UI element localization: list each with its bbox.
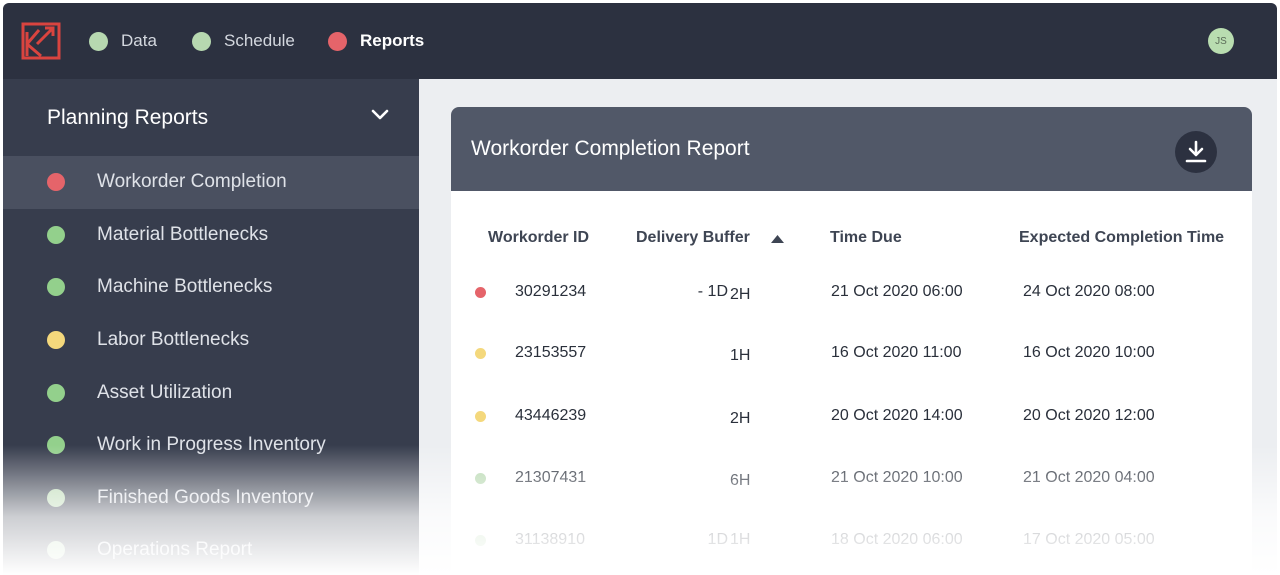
sidebar-item-label: Operations Report bbox=[97, 539, 253, 561]
cell-expected-completion: 21 Oct 2020 04:00 bbox=[1023, 469, 1155, 486]
download-icon bbox=[1185, 140, 1207, 163]
table-row[interactable]: 21307431 6H 21 Oct 2020 10:00 21 Oct 202… bbox=[451, 459, 1252, 499]
cell-expected-completion: 24 Oct 2020 08:00 bbox=[1023, 283, 1155, 300]
sidebar-item-label: Work in Progress Inventory bbox=[97, 434, 326, 456]
sort-ascending-icon[interactable] bbox=[771, 235, 784, 243]
column-header-delivery-buffer[interactable]: Delivery Buffer bbox=[636, 229, 750, 246]
sidebar-item-labor-bottlenecks[interactable]: Labor Bottlenecks bbox=[3, 314, 419, 367]
download-button[interactable] bbox=[1175, 131, 1217, 173]
cell-buffer-hours: 2H bbox=[730, 286, 751, 303]
sidebar-item-asset-utilization[interactable]: Asset Utilization bbox=[3, 366, 419, 419]
report-card: Workorder Completion Report Workorder ID… bbox=[451, 107, 1252, 575]
cell-buffer-hours: 1H bbox=[730, 531, 751, 548]
table-row[interactable]: 43446239 2H 20 Oct 2020 14:00 20 Oct 202… bbox=[451, 397, 1252, 437]
cell-expected-completion: 17 Oct 2020 05:00 bbox=[1023, 531, 1155, 548]
cell-time-due: 16 Oct 2020 11:00 bbox=[831, 344, 962, 361]
sidebar-item-label: Labor Bottlenecks bbox=[97, 329, 250, 351]
cell-expected-completion: 16 Oct 2020 10:00 bbox=[1023, 344, 1155, 361]
sidebar-item-label: Material Bottlenecks bbox=[97, 223, 269, 245]
cell-time-due: 20 Oct 2020 14:00 bbox=[831, 407, 963, 424]
nav-item-label: Reports bbox=[360, 31, 425, 50]
sidebar-item-label: Machine Bottlenecks bbox=[97, 276, 273, 298]
cell-time-due: 21 Oct 2020 10:00 bbox=[831, 469, 963, 486]
cell-buffer-hours: 1H bbox=[730, 347, 751, 364]
table-row[interactable]: 23153557 1H 16 Oct 2020 11:00 16 Oct 202… bbox=[451, 334, 1252, 374]
sidebar-item-material-bottlenecks[interactable]: Material Bottlenecks bbox=[3, 209, 419, 262]
cell-buffer-hours: 6H bbox=[730, 472, 751, 489]
status-dot bbox=[47, 278, 65, 297]
status-dot bbox=[47, 383, 65, 402]
sidebar: Planning Reports Workorder Completion Ma… bbox=[3, 79, 419, 575]
user-avatar[interactable]: JS bbox=[1208, 28, 1234, 54]
status-dot bbox=[47, 436, 65, 455]
report-title: Workorder Completion Report bbox=[471, 137, 750, 160]
cell-buffer-days: 1D bbox=[707, 531, 728, 548]
sidebar-section-title: Planning Reports bbox=[47, 105, 209, 129]
sidebar-section-header[interactable]: Planning Reports bbox=[3, 79, 419, 156]
app-window: Data Schedule Reports JS Planning Report… bbox=[3, 3, 1277, 575]
sidebar-item-machine-bottlenecks[interactable]: Machine Bottlenecks bbox=[3, 261, 419, 314]
status-dot bbox=[47, 173, 65, 192]
sidebar-item-operations-report[interactable]: Operations Report bbox=[3, 524, 419, 575]
nav-item-label: Data bbox=[121, 31, 157, 50]
nav-data-status-dot bbox=[89, 31, 108, 51]
sidebar-item-label: Finished Goods Inventory bbox=[97, 486, 314, 508]
sidebar-item-workorder-completion[interactable]: Workorder Completion bbox=[3, 156, 419, 209]
status-dot bbox=[47, 225, 65, 244]
row-status-dot bbox=[475, 287, 486, 298]
cell-time-due: 21 Oct 2020 06:00 bbox=[831, 283, 963, 300]
nav-item-label: Schedule bbox=[224, 31, 295, 50]
cell-buffer-days: - 1D bbox=[697, 283, 728, 300]
status-dot bbox=[47, 331, 65, 350]
nav-item-reports[interactable]: Reports bbox=[328, 3, 424, 79]
top-navbar: Data Schedule Reports JS bbox=[3, 3, 1277, 79]
cell-time-due: 18 Oct 2020 06:00 bbox=[831, 531, 963, 548]
nav-item-schedule[interactable]: Schedule bbox=[192, 3, 295, 79]
sidebar-item-finished-goods-inventory[interactable]: Finished Goods Inventory bbox=[3, 472, 419, 525]
nav-reports-status-dot bbox=[328, 31, 347, 51]
sidebar-item-label: Asset Utilization bbox=[97, 381, 233, 403]
cell-workorder-id: 23153557 bbox=[515, 344, 587, 361]
cell-workorder-id: 31138910 bbox=[515, 531, 585, 548]
row-status-dot bbox=[475, 348, 486, 359]
row-status-dot bbox=[475, 535, 486, 546]
cell-workorder-id: 30291234 bbox=[515, 283, 587, 300]
column-header-workorder-id[interactable]: Workorder ID bbox=[488, 229, 590, 246]
sidebar-item-wip-inventory[interactable]: Work in Progress Inventory bbox=[3, 419, 419, 472]
row-status-dot bbox=[475, 411, 486, 422]
column-header-expected-completion[interactable]: Expected Completion Time bbox=[1019, 229, 1225, 246]
status-dot bbox=[47, 541, 65, 560]
brand-logo-icon bbox=[21, 22, 61, 60]
table-row[interactable]: 31138910 1D 1H 18 Oct 2020 06:00 17 Oct … bbox=[451, 521, 1252, 561]
cell-expected-completion: 20 Oct 2020 12:00 bbox=[1023, 407, 1155, 424]
sidebar-list: Workorder Completion Material Bottleneck… bbox=[3, 156, 419, 575]
cell-workorder-id: 21307431 bbox=[515, 469, 587, 486]
table-row[interactable]: 30291234 - 1D 2H 21 Oct 2020 06:00 24 Oc… bbox=[451, 273, 1252, 313]
row-status-dot bbox=[475, 473, 486, 484]
cell-buffer-hours: 2H bbox=[730, 410, 751, 427]
nav-schedule-status-dot bbox=[192, 31, 211, 51]
chevron-down-icon bbox=[371, 109, 389, 120]
report-card-header: Workorder Completion Report bbox=[451, 107, 1252, 191]
column-header-time-due[interactable]: Time Due bbox=[830, 229, 902, 246]
cell-workorder-id: 43446239 bbox=[515, 407, 587, 424]
status-dot bbox=[47, 488, 65, 507]
sidebar-item-label: Workorder Completion bbox=[97, 171, 287, 193]
nav-item-data[interactable]: Data bbox=[89, 3, 157, 79]
